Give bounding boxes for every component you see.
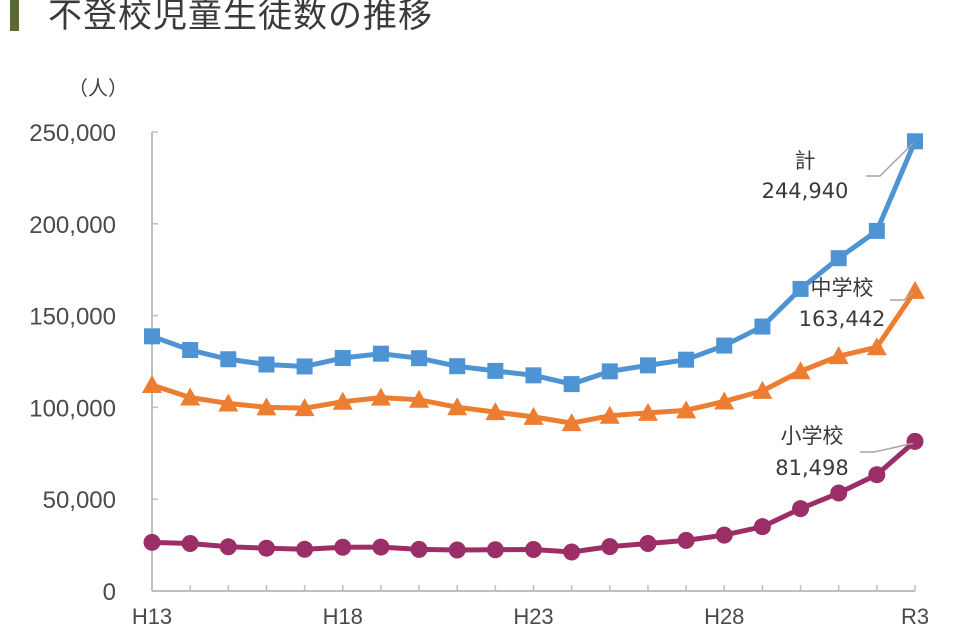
data-point-triangle [599, 405, 620, 424]
y-tick-label: 0 [103, 579, 116, 606]
data-point-square [182, 342, 199, 359]
data-point-circle [257, 539, 275, 557]
annotations: 計 244,940 中学校 163,442 小学校 81,498 [762, 142, 914, 480]
data-point-triangle [828, 346, 849, 365]
data-point-triangle [370, 387, 391, 406]
x-axis: H13 H18 H23 H28 R3 [132, 585, 929, 629]
y-tick-label: 200,000 [29, 212, 116, 239]
data-point-triangle [142, 374, 162, 393]
y-tick-label: 50,000 [43, 487, 116, 514]
data-point-circle [868, 466, 886, 484]
data-point-circle [334, 538, 352, 556]
data-point-square [639, 357, 656, 374]
data-point-triangle [409, 389, 430, 408]
title-accent-bar [10, 0, 19, 31]
data-point-triangle [714, 391, 735, 410]
x-tick-label: H18 [323, 604, 363, 629]
data-point-circle [410, 540, 428, 558]
data-point-triangle [752, 380, 773, 399]
data-point-triangle [294, 398, 315, 417]
series-group [142, 133, 925, 561]
y-tick-label: 250,000 [29, 120, 116, 147]
y-axis: 0 50,000 100,000 150,000 200,000 250,000 [29, 120, 158, 606]
data-point-circle [143, 533, 161, 551]
data-point-square [830, 250, 847, 267]
x-tick-label: H23 [513, 604, 553, 629]
data-point-circle [830, 484, 848, 502]
data-point-triangle [637, 402, 658, 421]
data-point-circle [448, 541, 466, 559]
annotation-value: 163,442 [799, 307, 886, 331]
annotation-value: 81,498 [775, 456, 848, 480]
data-point-square [563, 376, 580, 393]
series-circle [143, 432, 924, 561]
data-point-square [792, 280, 809, 297]
data-point-triangle [866, 337, 887, 356]
data-point-triangle [676, 400, 697, 419]
data-point-circle [372, 538, 390, 556]
annotation-series-label: 計 [795, 149, 816, 173]
data-point-triangle [256, 397, 277, 416]
annotation-series-label: 中学校 [811, 276, 874, 300]
y-axis-unit-label: （人） [68, 76, 128, 100]
data-point-circle [715, 526, 733, 544]
x-tick-label: R3 [901, 604, 929, 629]
x-tick-label: H13 [132, 604, 172, 629]
data-point-circle [792, 500, 810, 518]
data-point-square [258, 356, 275, 373]
data-point-square [678, 351, 695, 368]
data-point-circle [563, 543, 581, 561]
data-point-square [487, 362, 504, 379]
data-point-circle [677, 531, 695, 549]
data-point-triangle [485, 402, 506, 421]
series-square [144, 133, 923, 393]
data-point-circle [181, 535, 199, 553]
data-point-circle [753, 518, 771, 536]
data-point-circle [906, 432, 924, 450]
data-point-square [334, 350, 351, 367]
data-point-square [716, 337, 733, 354]
data-point-square [296, 358, 313, 375]
annotation-value: 244,940 [762, 179, 849, 203]
data-point-square [144, 328, 160, 345]
data-point-circle [639, 535, 657, 553]
data-point-square [868, 222, 885, 239]
data-point-circle [601, 538, 619, 556]
data-point-circle [486, 541, 504, 559]
data-point-triangle [447, 397, 468, 416]
series-triangle [142, 280, 925, 432]
data-point-square [601, 363, 618, 380]
chart-title: 不登校児童生徒数の推移 [48, 0, 433, 36]
data-point-triangle [332, 391, 353, 410]
data-point-square [372, 345, 389, 362]
data-point-circle [525, 540, 542, 558]
data-point-square [220, 351, 237, 368]
data-point-circle [296, 540, 314, 558]
data-point-triangle [790, 361, 811, 380]
data-point-square [411, 350, 428, 367]
data-point-square [754, 318, 771, 335]
data-point-triangle [180, 387, 201, 406]
y-tick-label: 100,000 [29, 395, 116, 422]
data-point-square [525, 367, 542, 384]
data-point-circle [219, 538, 237, 556]
annotation-series-label: 小学校 [781, 424, 844, 448]
x-tick-label: H28 [704, 604, 744, 629]
data-point-square [449, 358, 466, 375]
data-point-triangle [218, 393, 239, 412]
y-tick-label: 150,000 [29, 304, 116, 331]
data-point-triangle [523, 406, 544, 425]
data-point-triangle [561, 413, 582, 432]
